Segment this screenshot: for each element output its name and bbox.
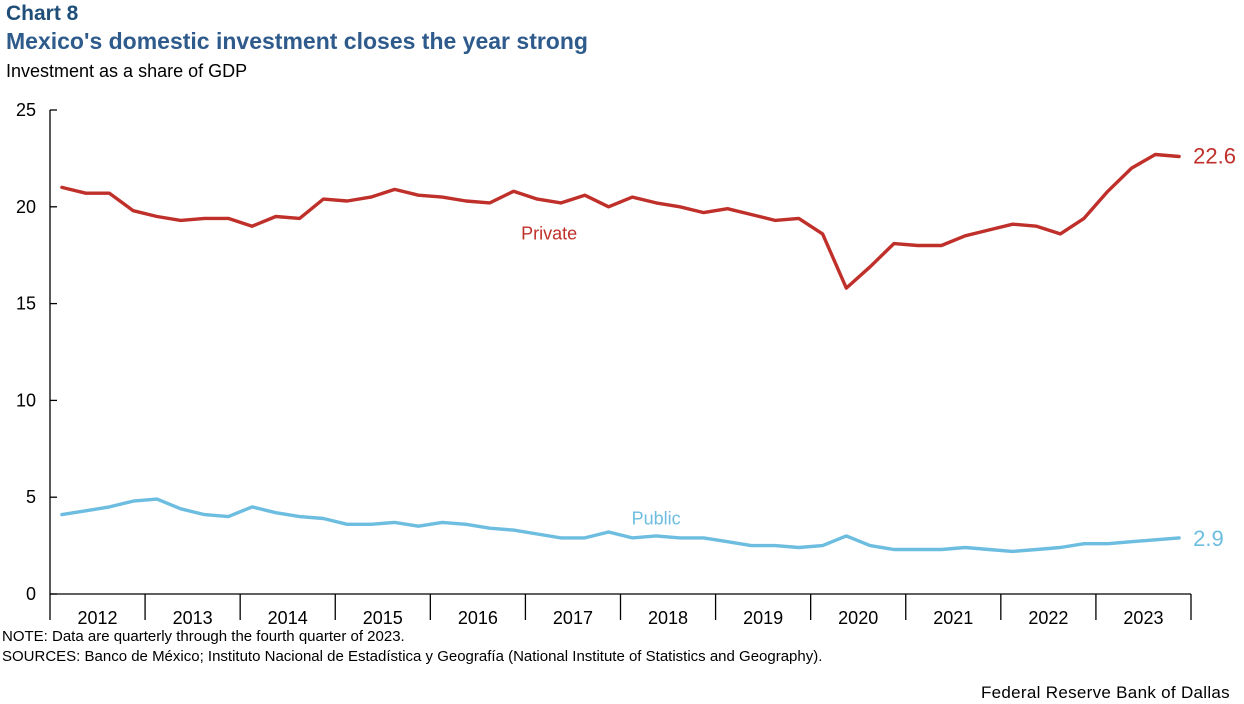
y-axis-title: Investment as a share of GDP xyxy=(6,61,248,81)
chart-title: Mexico's domestic investment closes the … xyxy=(6,28,588,54)
y-tick-label: 15 xyxy=(16,294,36,314)
x-tick-label: 2012 xyxy=(78,608,118,628)
series-line-private xyxy=(60,152,1181,290)
x-tick-label: 2016 xyxy=(458,608,498,628)
x-tick-label: 2014 xyxy=(268,608,308,628)
end-value-label-private: 22.6 xyxy=(1193,143,1236,168)
y-axis: 0 5 10 15 20 25 xyxy=(16,100,57,604)
series-line-public xyxy=(60,497,1181,554)
end-value-label-public: 2.9 xyxy=(1193,526,1224,551)
y-tick-label: 10 xyxy=(16,390,36,410)
x-tick-label: 2013 xyxy=(173,608,213,628)
x-axis: 2012 2013 2014 2015 2016 2017 2018 2019 2020 2021… xyxy=(49,593,1192,628)
x-tick-label: 2022 xyxy=(1028,608,1068,628)
x-tick-label: 2019 xyxy=(743,608,783,628)
chart-number: Chart 8 xyxy=(6,2,79,25)
x-tick-label: 2020 xyxy=(838,608,878,628)
credit: Federal Reserve Bank of Dallas xyxy=(980,683,1230,702)
y-tick-label: 25 xyxy=(16,100,36,120)
y-tick-label: 20 xyxy=(16,197,36,217)
x-tick-label: 2015 xyxy=(363,608,403,628)
x-tick-label: 2018 xyxy=(648,608,688,628)
y-tick-label: 5 xyxy=(26,487,36,507)
x-tick-label: 2021 xyxy=(933,608,973,628)
series-group: Private 22.6 Public 2.9 xyxy=(60,143,1236,554)
y-tick-label: 0 xyxy=(26,584,36,604)
x-tick-label: 2023 xyxy=(1123,608,1163,628)
series-label-public: Public xyxy=(632,508,681,528)
sources: SOURCES: Banco de México; Instituto Naci… xyxy=(2,648,823,665)
note: NOTE: Data are quarterly through the fou… xyxy=(2,628,405,645)
series-label-private: Private xyxy=(521,224,577,244)
x-tick-label: 2017 xyxy=(553,608,593,628)
